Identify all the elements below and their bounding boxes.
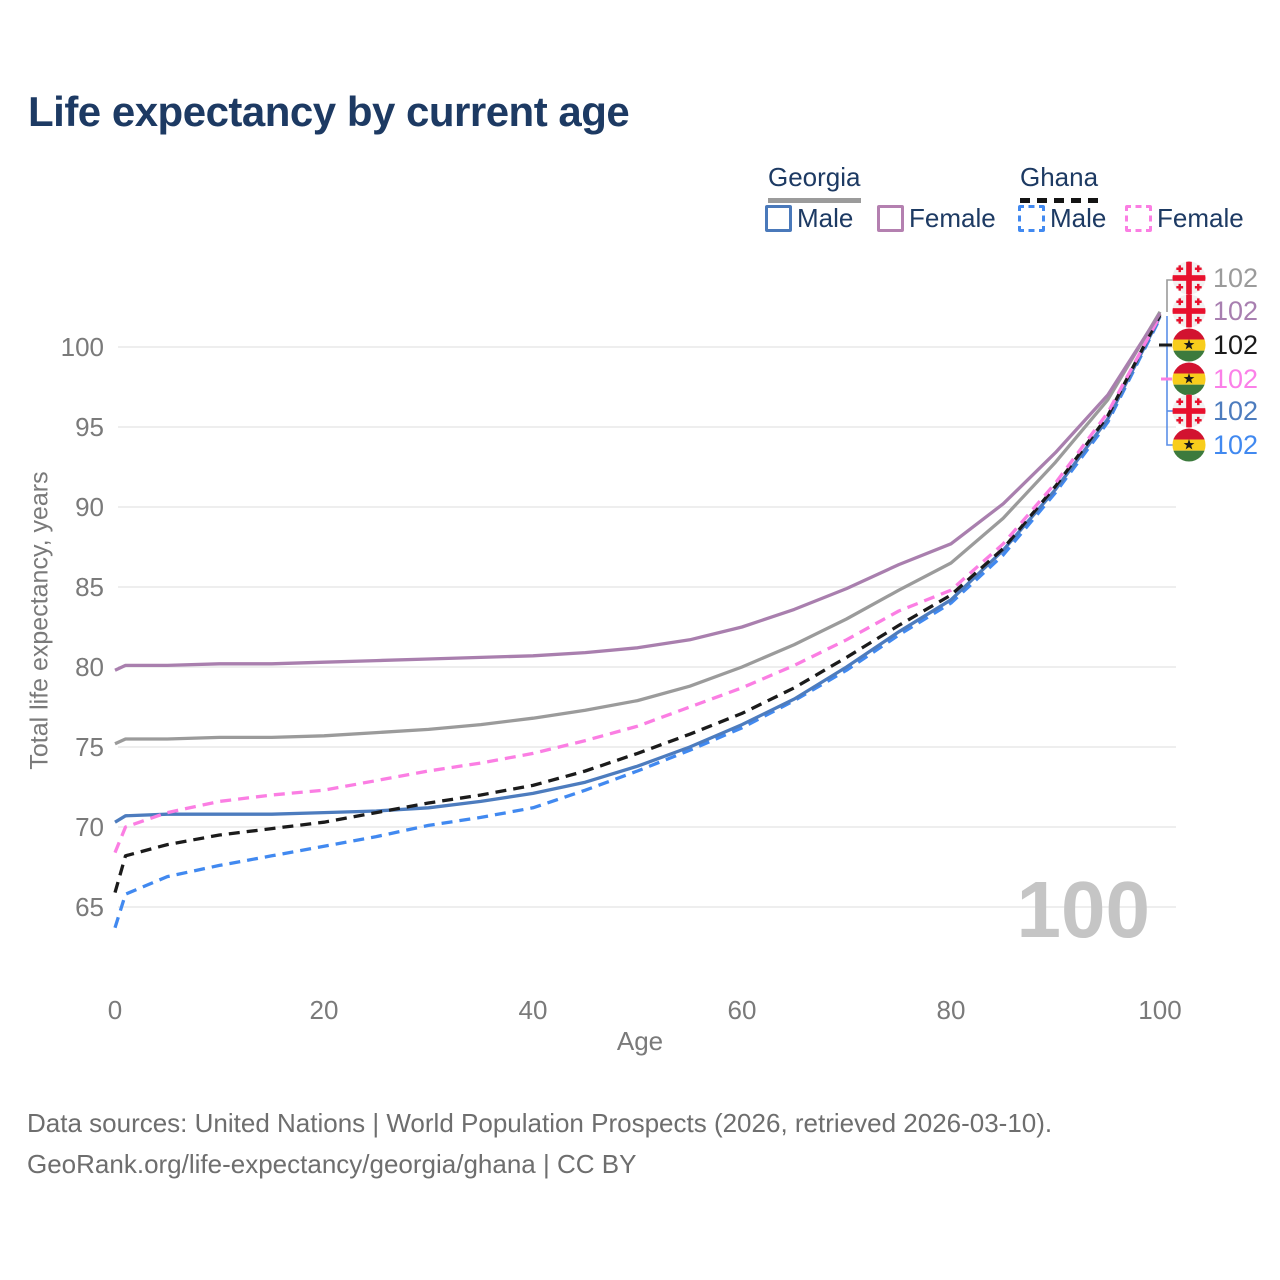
x-tick-100: 100 [1138,995,1182,1025]
connector-georgia-both [1166,279,1175,312]
x-tick-80: 80 [936,995,966,1025]
age-watermark: 100 [1016,865,1150,954]
y-axis-title: Total life expectancy, years [25,471,54,770]
legend-group-ghana: Ghana [1020,162,1099,203]
georgia-flag-icon [1172,261,1206,295]
series-line-georgia-female [114,312,1162,672]
legend-item-georgia-female[interactable]: Female [877,203,996,233]
end-value: 102 [1213,329,1259,360]
series-line-ghana-male [113,317,1162,929]
end-label-ghana-male[interactable]: 102 [1172,427,1258,463]
series-line-georgia-both-sexes [114,310,1162,746]
y-tick-75: 75 [75,732,104,762]
legend-item-label: Male [1050,202,1107,233]
legend-group-georgia-label: Georgia [768,162,861,192]
x-axis-title: Age [616,1026,664,1056]
ghana-female-swatch-icon [1125,204,1152,232]
ghana-flag-icon [1172,328,1206,362]
legend-item-ghana-female[interactable]: Female [1125,203,1244,233]
legend-item-label: Female [1157,202,1244,233]
x-tick-40: 40 [518,995,548,1025]
end-label-ghana-female[interactable]: 102 [1172,361,1258,397]
legend-item-label: Male [797,202,854,233]
end-label-georgia-both-sexes[interactable]: 102 [1172,260,1258,296]
x-tick-20: 20 [309,995,339,1025]
x-tick-0: 0 [107,995,123,1025]
end-value: 102 [1213,429,1259,460]
end-label-georgia-male[interactable]: 102 [1172,393,1258,429]
end-value: 102 [1213,363,1259,394]
end-value: 102 [1213,295,1259,326]
y-tick-95: 95 [75,412,104,442]
connector-ghana-male [1166,316,1175,446]
data-sources-text: Data sources: United Nations | World Pop… [27,1108,1053,1138]
series-line-ghana-female [113,315,1162,854]
end-value: 102 [1213,262,1259,293]
y-tick-65: 65 [75,892,104,922]
ghana-flag-icon [1172,362,1206,396]
end-label-georgia-female[interactable]: 102 [1172,293,1258,329]
georgia-flag-icon [1172,394,1206,428]
attribution-link-text[interactable]: GeoRank.org/life-expectancy/georgia/ghan… [27,1149,637,1179]
legend-item-ghana-male[interactable]: Male [1018,203,1106,233]
y-tick-80: 80 [75,652,104,682]
georgia-solid-line-sample [768,198,861,203]
y-tick-90: 90 [75,492,104,522]
y-tick-100: 100 [60,332,104,362]
legend-item-georgia-male[interactable]: Male [765,203,853,233]
x-tick-60: 60 [727,995,757,1025]
legend-item-label: Female [909,202,996,233]
ghana-male-swatch-icon [1018,204,1045,232]
ghana-dashed-line-sample [1020,198,1099,203]
page-title: Life expectancy by current age [28,88,630,135]
series-line-ghana-both-sexes [113,314,1162,894]
end-value: 102 [1213,395,1259,426]
legend-group-georgia: Georgia [768,162,861,203]
georgia-female-swatch-icon [877,204,904,232]
y-tick-85: 85 [75,572,104,602]
georgia-male-swatch-icon [765,204,792,232]
end-label-ghana-both-sexes[interactable]: 102 [1172,327,1258,363]
ghana-flag-icon [1172,428,1206,462]
legend-group-ghana-label: Ghana [1020,162,1099,192]
georgia-flag-icon [1172,294,1206,328]
y-tick-70: 70 [75,812,104,842]
series-line-georgia-male [114,315,1162,824]
